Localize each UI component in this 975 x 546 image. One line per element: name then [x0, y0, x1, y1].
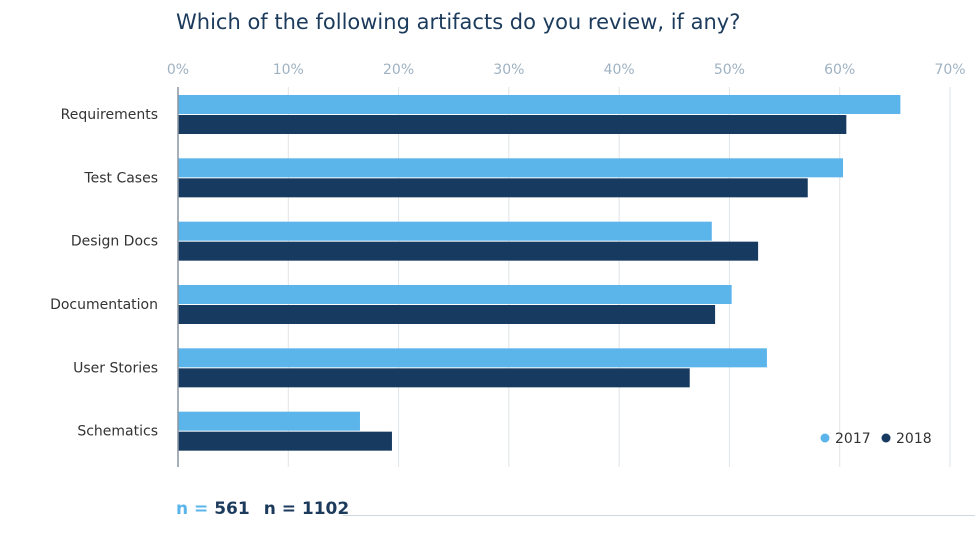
category-label: Requirements: [61, 107, 158, 123]
bar-2017: [178, 95, 901, 114]
legend-marker-2017: [820, 433, 830, 443]
bar-2017: [178, 411, 360, 431]
x-tick-label: 10%: [273, 62, 304, 78]
bar-2018: [178, 178, 808, 198]
x-tick-label: 0%: [167, 62, 189, 78]
x-tick-label: 60%: [824, 62, 855, 78]
legend-label-2018: 2018: [896, 431, 932, 447]
legend-label-2017: 2017: [835, 431, 871, 447]
bar-2018: [178, 305, 716, 324]
category-label: Design Docs: [71, 234, 158, 250]
x-tick-label: 20%: [383, 62, 414, 78]
bar-2018: [178, 115, 847, 134]
x-tick-label: 70%: [934, 62, 965, 78]
x-tick-label: 40%: [604, 62, 635, 78]
legend-marker-2018: [881, 433, 891, 443]
bar-2018: [178, 241, 759, 261]
bar-2018: [178, 368, 690, 388]
x-tick-label: 50%: [714, 62, 745, 78]
bar-2018: [178, 431, 392, 451]
x-tick-label: 30%: [493, 62, 524, 78]
n-2017-prefix: n =: [176, 499, 215, 519]
bar-2017: [178, 158, 844, 178]
bar-2017: [178, 285, 732, 304]
category-label: Documentation: [50, 297, 158, 313]
n-2017-value: 561: [214, 499, 250, 519]
category-label: User Stories: [73, 360, 158, 376]
category-label: Schematics: [77, 424, 158, 440]
bar-2017: [178, 348, 767, 368]
footer-divider: [343, 515, 975, 516]
bar-2017: [178, 221, 712, 241]
category-label: Test Cases: [83, 170, 158, 186]
n-2018-label: n = 1102: [263, 499, 350, 519]
chart-title: Which of the following artifacts do you …: [176, 10, 741, 34]
sample-size-footer: n = 561 n = 1102: [176, 499, 349, 519]
